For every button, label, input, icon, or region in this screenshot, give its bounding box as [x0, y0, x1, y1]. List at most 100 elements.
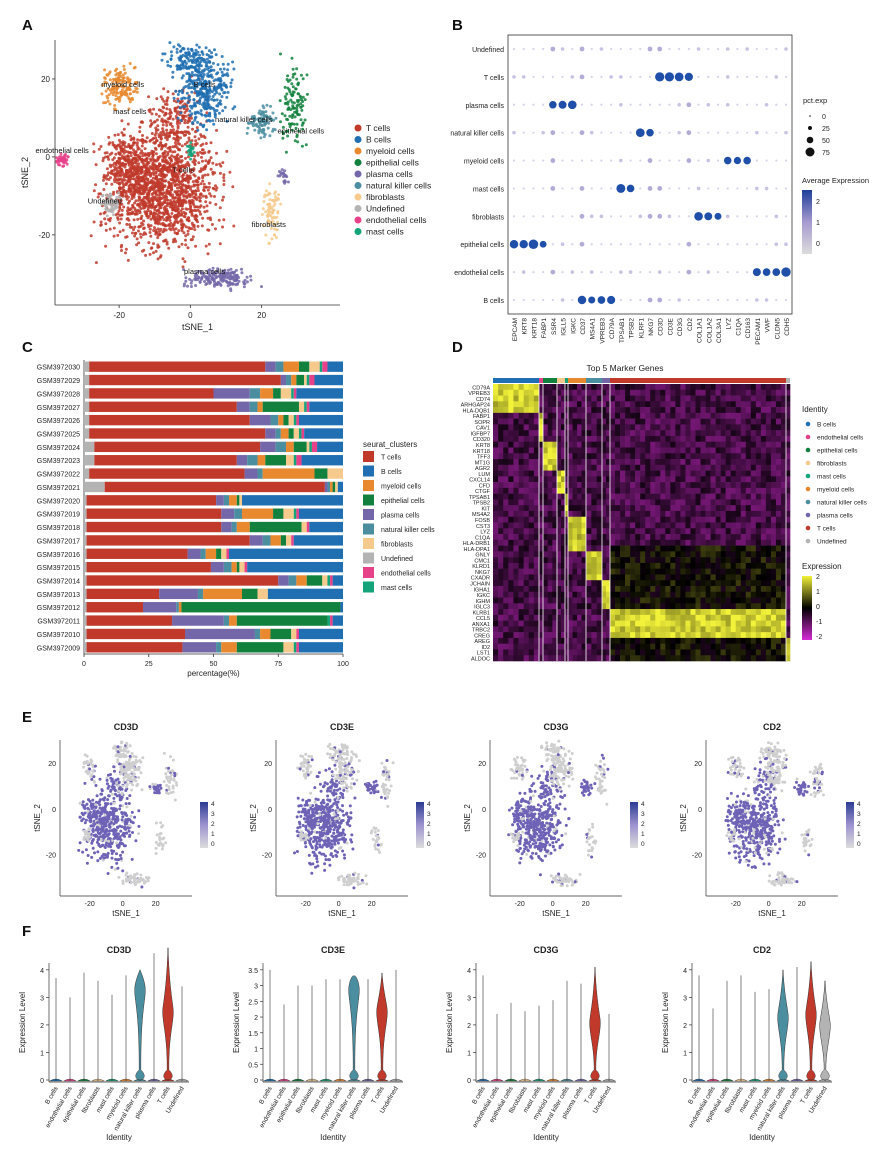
heatmap-cell — [730, 401, 737, 408]
heatmap-cell — [543, 453, 548, 460]
heatmap-cell — [577, 482, 582, 489]
heatmap-cell — [735, 395, 742, 402]
panel-a-legend-label: myeloid cells — [366, 146, 415, 156]
expression-dot — [571, 131, 574, 134]
heatmap-cell — [705, 476, 711, 483]
cell-point — [151, 157, 155, 161]
cell-point — [221, 198, 224, 202]
cell-point — [289, 98, 293, 102]
panel-b-size-label: 50 — [822, 138, 830, 145]
cell-point — [291, 106, 295, 110]
cell-point — [226, 62, 230, 66]
expression-dot — [697, 103, 700, 106]
heatmap-cell — [690, 470, 696, 477]
cell-point — [126, 175, 130, 179]
heatmap-cell — [586, 418, 592, 425]
cell-point — [115, 171, 119, 175]
heatmap-cell — [591, 389, 597, 396]
expression-dot — [736, 103, 739, 106]
cell-point — [184, 243, 188, 247]
cell-point — [167, 246, 171, 250]
heatmap-cell — [690, 482, 696, 489]
heatmap-cell — [780, 459, 787, 466]
cell-point — [174, 239, 178, 243]
heatmap-cell — [572, 459, 578, 466]
expression-dot — [512, 159, 516, 162]
heatmap-cell — [715, 476, 721, 483]
heatmap-cell — [780, 464, 787, 471]
cell-point — [192, 55, 196, 59]
cell-point — [153, 141, 157, 145]
heatmap-cell — [750, 459, 757, 466]
heatmap-cell — [493, 424, 499, 431]
expression-dot — [668, 103, 671, 106]
cell-point — [253, 128, 257, 132]
heatmap-cell — [547, 424, 553, 431]
cell-point — [183, 184, 187, 188]
heatmap-cell — [775, 407, 782, 414]
cell-point — [186, 229, 190, 233]
bar-segment — [254, 628, 261, 640]
heatmap-cell — [635, 412, 641, 419]
cell-point — [273, 216, 277, 220]
heatmap-cell — [508, 470, 514, 477]
expression-dot — [707, 243, 710, 246]
heatmap-cell — [700, 476, 706, 483]
heatmap-cell — [670, 401, 676, 408]
cell-point — [162, 194, 166, 198]
heatmap-cell — [596, 476, 603, 483]
cell-point — [212, 279, 216, 282]
cell-point — [152, 251, 155, 255]
heatmap-cell — [630, 401, 636, 408]
expression-dot — [512, 103, 516, 106]
heatmap-cell — [730, 453, 737, 460]
heatmap-cell — [602, 459, 607, 466]
cell-point — [160, 196, 164, 200]
cell-point — [148, 173, 151, 176]
cell-point — [299, 118, 303, 122]
cell-point — [168, 162, 172, 166]
cell-point — [204, 159, 208, 163]
heatmap-cell — [720, 435, 726, 443]
expression-dot — [571, 47, 574, 51]
bar-segment — [309, 401, 343, 412]
heatmap-cell — [735, 453, 742, 460]
heatmap-cell — [602, 430, 607, 437]
cell-point — [228, 170, 232, 174]
panel-c-legend-title: seurat_clusters — [363, 440, 417, 449]
cell-point — [141, 154, 145, 158]
heatmap-cell — [786, 430, 791, 437]
heatmap-cell — [528, 493, 535, 500]
cell-point — [196, 278, 200, 282]
cell-point — [120, 119, 124, 123]
expression-dot — [707, 75, 710, 78]
panel-c-legend-key — [363, 494, 374, 506]
cell-point — [220, 88, 224, 92]
cell-point — [219, 85, 223, 89]
heatmap-cell — [552, 407, 558, 414]
expression-dot — [610, 271, 613, 274]
heatmap-cell — [508, 412, 514, 419]
heatmap-cell — [498, 418, 504, 425]
expression-dot — [561, 187, 564, 190]
cell-point — [190, 90, 194, 94]
expression-dot — [590, 75, 593, 78]
panel-d-cells — [493, 384, 791, 662]
panel-b-size-label: 25 — [822, 126, 830, 133]
cell-point — [196, 205, 200, 209]
cell-point — [102, 173, 106, 177]
bar-segment — [181, 602, 341, 613]
heatmap-cell — [513, 435, 519, 443]
cell-point — [285, 78, 289, 81]
cell-point — [138, 125, 142, 129]
cell-point — [205, 62, 208, 66]
heatmap-cell — [596, 384, 603, 391]
heatmap-cell — [670, 441, 676, 448]
bar-segment — [185, 628, 255, 640]
expression-dot — [589, 270, 594, 274]
cell-point — [105, 94, 109, 98]
cell-point — [209, 156, 213, 160]
expression-dot — [542, 75, 545, 78]
cell-point — [119, 145, 123, 149]
heatmap-cell — [610, 395, 616, 402]
